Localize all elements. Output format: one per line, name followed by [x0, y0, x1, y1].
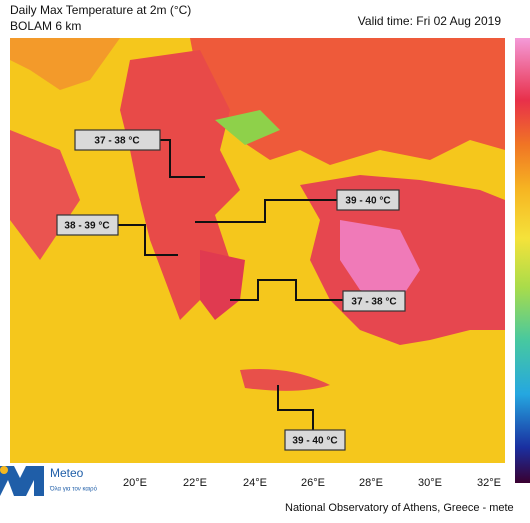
credit: National Observatory of Athens, Greece -…	[285, 502, 514, 514]
hot-core	[340, 220, 420, 300]
longitude-label: 30°E	[418, 477, 442, 489]
logo: Meteo Όλα για τον καιρό	[0, 466, 98, 496]
callout: 38 - 39 °C	[56, 214, 119, 236]
longitude-label: 22°E	[183, 477, 207, 489]
callout-label: 37 - 38 °C	[351, 297, 396, 308]
callout: 39 - 40 °C	[284, 429, 346, 451]
callout: 37 - 38 °C	[342, 290, 406, 312]
leader-line	[118, 224, 178, 256]
callout-label: 37 - 38 °C	[94, 136, 139, 147]
longitude-label: 32°E	[477, 477, 501, 489]
title: Daily Max Temperature at 2m (°C)	[10, 3, 191, 17]
cool-patch	[215, 110, 280, 145]
crete	[240, 369, 330, 391]
colorbar	[515, 38, 530, 483]
longitude-label: 26°E	[301, 477, 325, 489]
leader-line	[195, 199, 337, 223]
callout: 37 - 38 °C	[74, 129, 161, 151]
leader-line	[160, 139, 205, 178]
model: BOLAM 6 km	[10, 19, 81, 33]
callout: 39 - 40 °C	[336, 189, 400, 211]
callout-label: 38 - 39 °C	[64, 221, 109, 232]
leader-line	[230, 279, 343, 301]
longitude-label: 24°E	[243, 477, 267, 489]
valid-time: Valid time: Fri 02 Aug 2019	[358, 14, 502, 28]
peloponnese	[200, 250, 245, 320]
longitude-axis: 20°E 22°E 24°E 26°E 28°E 30°E 32°E	[123, 477, 501, 489]
leader-line	[277, 385, 314, 430]
logo-dot	[0, 466, 8, 474]
leader-lines	[118, 139, 343, 430]
callout-label: 39 - 40 °C	[345, 196, 390, 207]
map	[10, 38, 505, 463]
logo-tagline: Όλα για τον καιρό	[49, 486, 98, 493]
callout-label: 39 - 40 °C	[292, 436, 337, 447]
logo-text: Meteo	[50, 466, 84, 480]
longitude-label: 20°E	[123, 477, 147, 489]
longitude-label: 28°E	[359, 477, 383, 489]
land-italy	[10, 130, 80, 260]
land-west	[10, 38, 120, 90]
logo-mark	[0, 466, 44, 496]
